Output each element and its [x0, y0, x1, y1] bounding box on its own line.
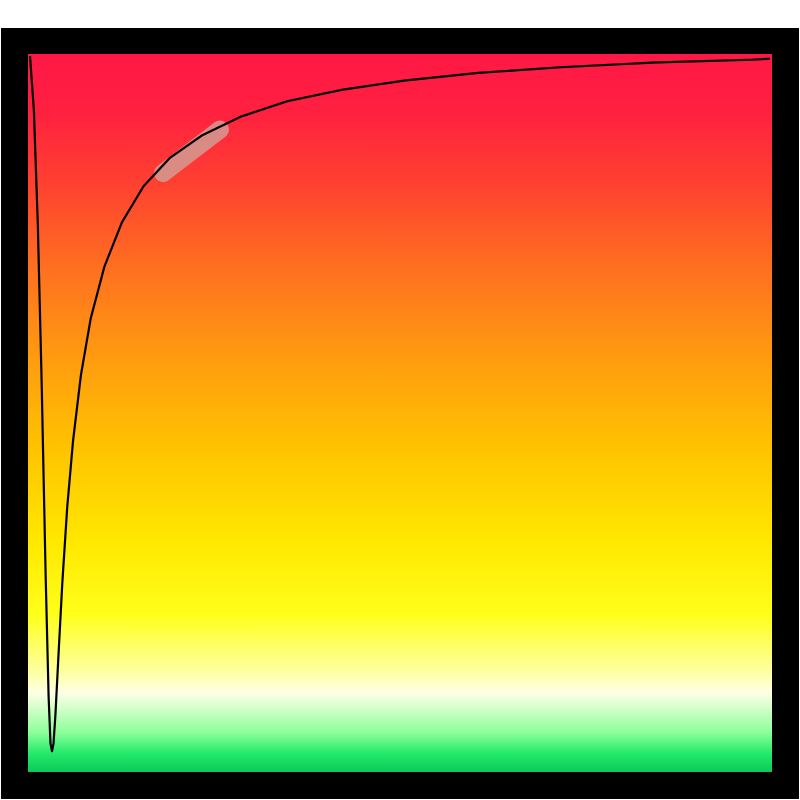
- chart-svg: [0, 0, 800, 800]
- bottleneck-chart: [0, 0, 800, 800]
- plot-area: [28, 54, 772, 772]
